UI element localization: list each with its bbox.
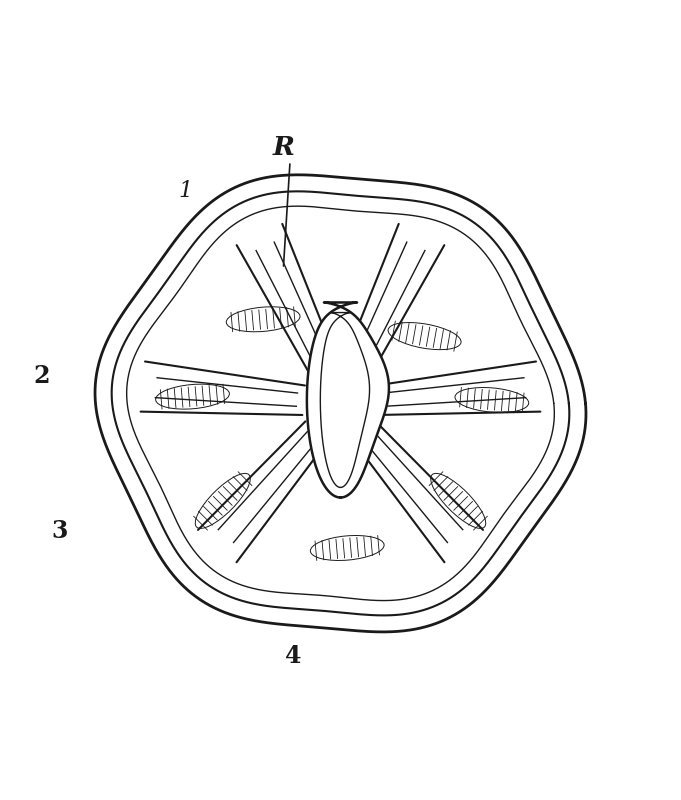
Polygon shape [95,175,586,632]
Text: 3: 3 [52,519,68,543]
Text: 2: 2 [33,365,50,389]
Text: 1: 1 [178,181,193,202]
Polygon shape [307,302,389,498]
Text: R: R [272,135,294,160]
Text: 4: 4 [285,644,302,668]
